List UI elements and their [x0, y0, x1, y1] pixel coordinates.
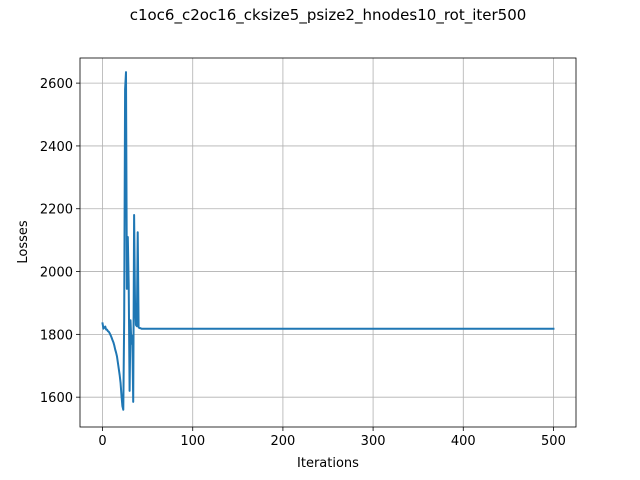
- y-axis-label: Losses: [16, 220, 31, 264]
- chart-title: c1oc6_c2oc16_cksize5_psize2_hnodes10_rot…: [130, 6, 527, 25]
- loss-series-line: [101, 71, 555, 411]
- x-tick-label: 500: [541, 434, 566, 449]
- y-axis: 1600 1800 2000 2200 2400 2600: [40, 77, 80, 406]
- grid: [80, 58, 576, 427]
- series-group: [101, 71, 555, 411]
- y-tick-label: 1600: [40, 391, 73, 406]
- y-tick-label: 2000: [40, 266, 73, 281]
- x-tick-label: 200: [270, 434, 295, 449]
- x-axis: 0 100 200 300 400 500: [98, 427, 566, 449]
- y-tick-label: 1800: [40, 328, 73, 343]
- y-tick-label: 2400: [40, 140, 73, 155]
- y-tick-label: 2600: [40, 77, 73, 92]
- y-tick-label: 2200: [40, 203, 73, 218]
- x-tick-label: 0: [98, 434, 106, 449]
- x-axis-label: Iterations: [297, 456, 359, 471]
- x-tick-label: 300: [361, 434, 386, 449]
- plot-frame: [79, 57, 577, 428]
- x-tick-label: 100: [180, 434, 205, 449]
- x-tick-label: 400: [451, 434, 476, 449]
